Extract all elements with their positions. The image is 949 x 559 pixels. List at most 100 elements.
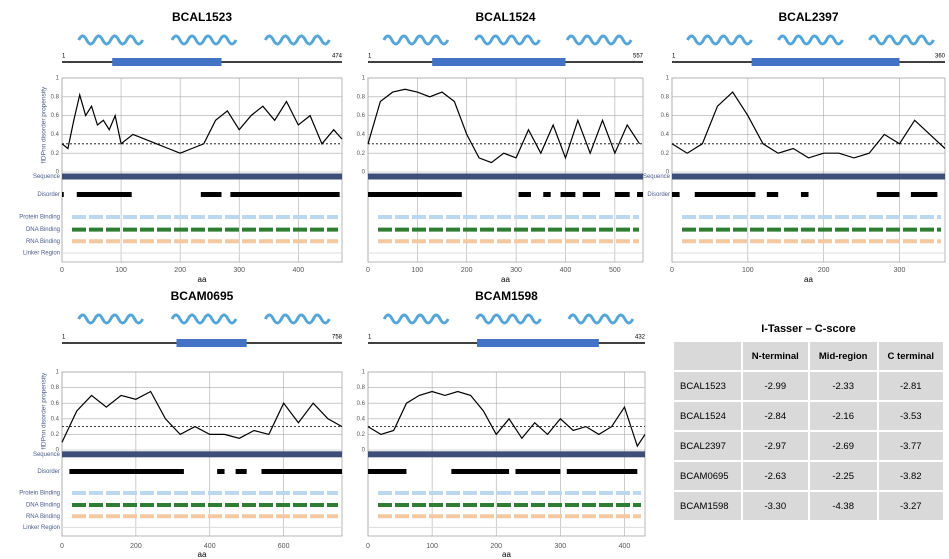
panel-title: BCAL2397 (778, 10, 838, 24)
y-tick-label: 0.8 (51, 385, 60, 391)
x-tick-label: 0 (366, 543, 370, 550)
x-tick-label: 100 (742, 267, 754, 274)
disorder-segment (368, 192, 462, 197)
column-header: C terminal (878, 341, 944, 371)
track-label: Disorder (647, 192, 670, 198)
track-label: Linker Region (23, 251, 60, 257)
structure-cartoon (569, 315, 633, 323)
disorder-segment (217, 469, 224, 474)
x-tick-label: 200 (174, 267, 186, 274)
track-label: RNA Binding (26, 239, 60, 245)
disorder-segment (62, 192, 64, 197)
seq-length: 758 (332, 335, 343, 341)
track-label: Protein Binding (19, 215, 60, 221)
seq-length: 432 (635, 335, 646, 341)
panel-title: BCAM1598 (475, 289, 538, 303)
page: BCAL1523147400.20.40.60.810100200300400a… (0, 0, 949, 559)
track-label: Sequence (643, 174, 671, 180)
x-tick-label: 400 (204, 543, 216, 550)
x-tick-label: 300 (510, 267, 522, 274)
y-tick-label: 1 (362, 370, 366, 376)
disorder-segment (583, 192, 600, 197)
x-tick-label: 300 (894, 267, 906, 274)
table-row: BCAL1523-2.99-2.33-2.81 (673, 371, 944, 401)
track-label: Sequence (33, 452, 61, 458)
y-tick-label: 0.6 (661, 113, 670, 119)
table-row: BCAM1598-3.30-4.38-3.27 (673, 491, 944, 521)
x-tick-label: 300 (555, 543, 567, 550)
corner-cell (673, 341, 742, 371)
disorder-line (672, 92, 945, 158)
y-tick-label: 0.2 (51, 432, 60, 438)
disorder-segment (451, 469, 509, 474)
y-tick-label: 1 (56, 370, 60, 376)
y-tick-label: 0.2 (357, 432, 366, 438)
y-tick-label: 0.6 (357, 401, 366, 407)
row-name: BCAL1524 (673, 401, 742, 431)
x-tick-label: 0 (366, 267, 370, 274)
x-tick-label: 200 (461, 267, 473, 274)
table-title: I-Tasser – C-score (672, 318, 945, 340)
track-label: DNA Binding (26, 503, 60, 509)
x-axis-label: aa (501, 275, 510, 284)
seq-length: 360 (935, 54, 946, 60)
structure-cartoon (384, 36, 448, 44)
table-row: BCAM0695-2.63-2.25-3.82 (673, 461, 944, 491)
seq-start: 1 (62, 335, 66, 341)
row-name: BCAL1523 (673, 371, 742, 401)
x-tick-label: 0 (60, 267, 64, 274)
y-axis-label: flDPnn disorder propensity (41, 86, 48, 163)
seq-length: 557 (633, 54, 644, 60)
score-cell: -3.77 (878, 431, 944, 461)
y-tick-label: 0.8 (51, 94, 60, 100)
y-tick-label: 0.8 (661, 94, 670, 100)
x-tick-label: 200 (130, 543, 142, 550)
disorder-segment (368, 469, 406, 474)
disorder-segment (801, 192, 809, 197)
x-tick-label: 400 (292, 267, 304, 274)
y-tick-label: 0.4 (661, 132, 670, 138)
x-tick-label: 300 (233, 267, 245, 274)
structure-cartoon (476, 36, 540, 44)
x-tick-label: 600 (278, 543, 290, 550)
y-tick-label: 0.6 (357, 113, 366, 119)
plot-frame (672, 78, 945, 262)
row-name: BCAM1598 (673, 491, 742, 521)
track-label: Sequence (33, 174, 61, 180)
panel-title: BCAL1523 (172, 10, 232, 24)
x-tick-label: 400 (560, 267, 572, 274)
y-tick-label: 0.2 (357, 151, 366, 157)
table: N-terminalMid-regionC terminalBCAL1523-2… (672, 340, 945, 522)
y-tick-label: 0.8 (357, 385, 366, 391)
y-tick-label: 0.6 (51, 401, 60, 407)
column-header: N-terminal (742, 341, 809, 371)
row-name: BCAL2397 (673, 431, 742, 461)
y-tick-label: 0.4 (51, 416, 60, 422)
structure-cartoon (265, 36, 329, 44)
seq-start: 1 (368, 54, 372, 60)
structure-cartoon (79, 36, 143, 44)
seq-start: 1 (672, 54, 676, 60)
disorder-segment (615, 192, 630, 197)
domain-bar (477, 339, 599, 347)
disorder-line (62, 95, 342, 153)
score-cell: -2.63 (742, 461, 809, 491)
x-tick-label: 0 (670, 267, 674, 274)
domain-bar (432, 58, 565, 66)
disorder-segment (567, 469, 638, 474)
structure-cartoon (265, 315, 329, 323)
disorder-segment (911, 192, 938, 197)
y-tick-label: 0.2 (661, 151, 670, 157)
structure-cartoon (870, 36, 934, 44)
row-name: BCAM0695 (673, 461, 742, 491)
disorder-segment (515, 469, 560, 474)
score-cell: -3.53 (878, 401, 944, 431)
domain-bar (112, 58, 221, 66)
y-tick-label: 1 (362, 76, 366, 82)
structure-cartoon (79, 315, 143, 323)
x-axis-label: aa (804, 275, 813, 284)
score-cell: -2.25 (809, 461, 878, 491)
score-cell: -2.16 (809, 401, 878, 431)
score-cell: -2.97 (742, 431, 809, 461)
